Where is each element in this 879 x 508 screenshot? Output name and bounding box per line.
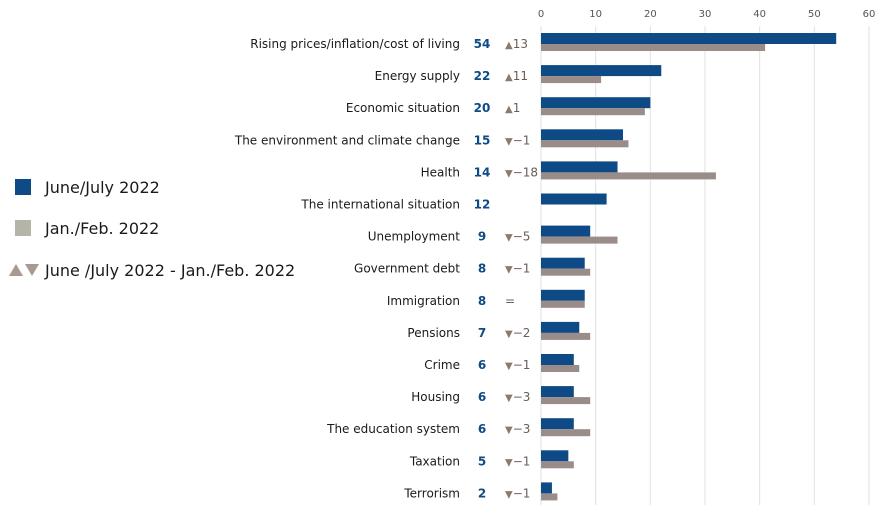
bar-previous (541, 493, 558, 501)
category-label: The education system (326, 422, 460, 436)
change-label: ▼−1 (505, 262, 530, 276)
category-label: Government debt (354, 262, 460, 276)
bar-current (541, 129, 623, 141)
legend-label: June /July 2022 - Jan./Feb. 2022 (44, 261, 295, 280)
value-label: 14 (474, 165, 491, 179)
bar-current (541, 193, 607, 205)
value-label: 8 (478, 262, 486, 276)
legend-swatch (15, 220, 31, 236)
bar-current (541, 321, 580, 333)
legend-up-triangle-icon (9, 264, 23, 276)
bar-previous (541, 365, 580, 372)
category-label: Immigration (387, 294, 460, 308)
value-label: 6 (478, 390, 486, 404)
legend-swatch (15, 179, 31, 195)
legend-down-triangle-icon (25, 264, 39, 276)
bar-previous (541, 140, 629, 148)
bar-previous (541, 236, 618, 244)
x-tick-label: 30 (699, 9, 712, 20)
category-label: The environment and climate change (234, 133, 460, 147)
change-label: ▼−5 (505, 230, 530, 244)
bar-current (541, 386, 574, 398)
bar-current (541, 289, 585, 301)
category-label: Unemployment (368, 230, 461, 244)
value-label: 54 (474, 37, 491, 51)
bar-current (541, 482, 552, 494)
category-label: Crime (424, 358, 460, 372)
legend-label: Jan./Feb. 2022 (44, 219, 159, 238)
legend-label: June/July 2022 (44, 178, 160, 197)
x-tick-label: 10 (589, 9, 602, 20)
x-axis-ticks: 0 10 20 30 40 50 60 (538, 9, 876, 20)
bar-previous (541, 461, 574, 469)
change-label: ▼−1 (505, 358, 530, 372)
bar-previous (541, 268, 591, 276)
category-label: Terrorism (403, 486, 460, 500)
x-tick-label: 0 (538, 9, 544, 20)
value-label: 20 (474, 101, 491, 115)
category-label: Rising prices/inflation/cost of living (250, 37, 460, 51)
x-tick-label: 60 (863, 9, 876, 20)
bar-previous (541, 108, 645, 116)
change-label: ▼−18 (505, 165, 538, 179)
x-tick-label: 20 (644, 9, 657, 20)
change-label: ▼−3 (505, 390, 530, 404)
x-tick-label: 40 (753, 9, 766, 20)
legend: June/July 2022 Jan./Feb. 2022 June /July 2… (9, 178, 295, 280)
change-label: ▼−2 (505, 326, 530, 340)
bar-current (541, 65, 662, 77)
category-label: Energy supply (375, 69, 460, 83)
bar-current (541, 225, 591, 237)
change-label: ▼−3 (505, 422, 530, 436)
value-label: 12 (474, 198, 491, 212)
category-label: Economic situation (346, 101, 460, 115)
value-label: 22 (474, 69, 491, 83)
change-label: ▲13 (505, 37, 528, 51)
bar-previous (541, 332, 591, 340)
change-label: = (505, 294, 515, 308)
x-tick-label: 50 (808, 9, 821, 20)
bar-previous (541, 429, 591, 437)
value-label: 15 (474, 133, 491, 147)
bar-current (541, 97, 651, 109)
bar-previous (541, 397, 591, 405)
bar-previous (541, 300, 585, 308)
value-label: 6 (478, 422, 486, 436)
category-labels: Rising prices/inflation/cost of living 54… (234, 37, 538, 500)
change-label: ▼−1 (505, 454, 530, 468)
category-label: The international situation (300, 198, 460, 212)
bar-current (541, 450, 569, 462)
change-label: ▼−1 (505, 486, 530, 500)
change-label: ▲1 (505, 101, 520, 115)
value-label: 7 (478, 326, 486, 340)
value-label: 2 (478, 486, 486, 500)
value-label: 6 (478, 358, 486, 372)
bar-current (541, 257, 585, 269)
bar-previous (541, 44, 766, 51)
category-label: Pensions (407, 326, 460, 340)
bar-current (541, 418, 574, 430)
category-label: Housing (411, 390, 460, 404)
bar-current (541, 354, 574, 365)
value-label: 5 (478, 454, 486, 468)
value-label: 8 (478, 294, 486, 308)
bar-current (541, 161, 618, 173)
bar-current (541, 33, 837, 44)
change-label: ▲11 (505, 69, 528, 83)
category-label: Taxation (409, 454, 460, 468)
change-label: ▼−1 (505, 133, 530, 147)
bar-previous (541, 172, 716, 180)
bar-previous (541, 76, 602, 84)
category-label: Health (421, 165, 460, 179)
value-label: 9 (478, 230, 486, 244)
bars (541, 33, 837, 501)
